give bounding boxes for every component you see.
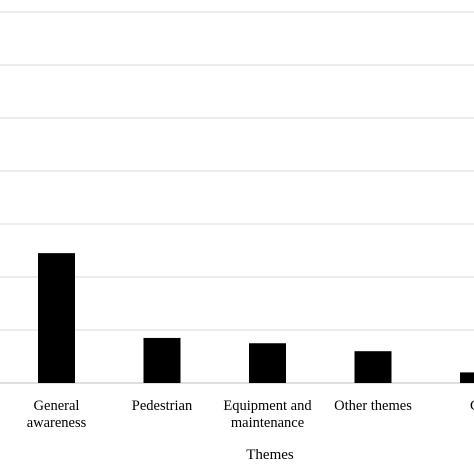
bar: [354, 351, 392, 383]
x-tick-label: General awareness: [27, 398, 87, 431]
bar: [249, 343, 286, 383]
gridlines: [0, 11, 474, 331]
x-tick-label: Pedestrian: [132, 398, 193, 414]
x-tick-label: Cy: [470, 398, 474, 414]
bar-series: [38, 253, 474, 383]
bar: [143, 337, 181, 383]
x-tick-label: Equipment and maintenance: [223, 398, 312, 431]
bar: [38, 253, 75, 383]
bar: [460, 372, 474, 383]
x-tick-label: Other themes: [334, 398, 412, 414]
x-axis-title: Themes: [246, 447, 294, 463]
x-tick-labels: General awareness Pedestrian Equipment and m…: [27, 398, 474, 431]
